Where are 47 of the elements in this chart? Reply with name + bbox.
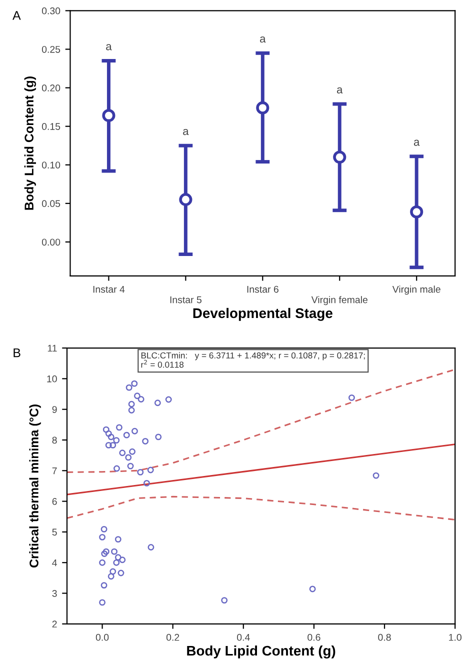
y-tick-label: 4 (52, 559, 57, 566)
y-tick-label: 0.05 (42, 200, 60, 208)
chart-title: B (14, 348, 20, 358)
line-series (66, 496, 456, 520)
annotation: a (183, 128, 189, 136)
y-tick-label: 7 (52, 467, 57, 474)
annotation: a (260, 36, 266, 43)
y-axis-title: Critical thermal minima (°C) (29, 404, 41, 568)
line-series (66, 368, 456, 473)
y-tick-label: 0.00 (42, 238, 60, 246)
y-tick-label: 0.20 (42, 84, 60, 92)
y-tick-label: 8 (52, 436, 57, 444)
x-tick-label: 0.6 (308, 634, 320, 641)
x-tick-label: Instar 5 (170, 296, 202, 304)
y-tick-label: 0.15 (42, 123, 60, 130)
y-tick-label: 9 (52, 406, 57, 413)
y-tick-label: 0.25 (42, 46, 60, 53)
x-axis-title: Developmental Stage (193, 308, 332, 321)
y-tick-label: 6 (52, 498, 57, 505)
x-tick-label: 0.4 (237, 634, 250, 641)
annotation: a (337, 87, 343, 94)
y-tick-label: 5 (52, 528, 57, 536)
y-tick-label: 0.10 (42, 162, 60, 168)
x-tick-label: Virgin male (392, 286, 440, 295)
x-tick-label: 1.0 (449, 634, 462, 641)
y-tick-label: 2 (52, 620, 57, 628)
point (333, 150, 346, 164)
x-tick-label: 0.2 (166, 634, 180, 641)
x-tick-label: Virgin female (311, 296, 368, 306)
annotation: BLC:CTmin: y = 6.3711 + 1.489*x; r = 0.1087, p = 0.2817; r$^{2}$ = 0.0118 (141, 352, 365, 368)
annotation: a (414, 140, 420, 146)
x-axis-title: Body Lipid Content (g) (187, 645, 336, 658)
point (179, 193, 192, 206)
x-tick-label: 0.0 (96, 634, 109, 641)
annotation: a (106, 44, 112, 50)
point (410, 205, 424, 218)
x-tick-label: Instar 6 (247, 286, 278, 293)
chart-title: A (12, 11, 21, 20)
y-tick-label: 11 (48, 344, 57, 352)
y-axis-title: Body Lipid Content (g) (24, 76, 36, 210)
y-tick-label: 10 (47, 375, 57, 382)
point (102, 108, 116, 122)
x-tick-label: 0.8 (378, 634, 391, 641)
y-tick-label: 3 (52, 590, 57, 597)
y-tick-label: 0.30 (42, 7, 60, 14)
point (256, 101, 270, 114)
x-tick-label: Instar 4 (93, 286, 125, 293)
